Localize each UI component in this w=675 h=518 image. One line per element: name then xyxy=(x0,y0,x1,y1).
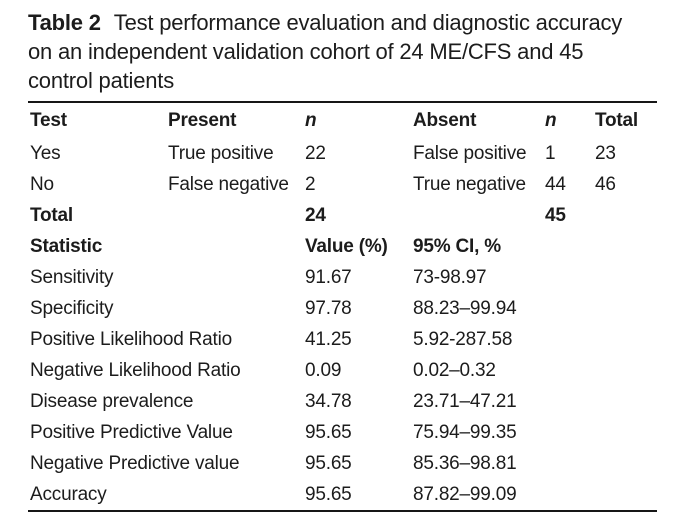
table-caption: Table 2 Test performance evaluation and d… xyxy=(28,8,659,95)
table-cell: 85.36–98.81 xyxy=(413,452,517,474)
table-cell xyxy=(595,231,657,262)
table-cell xyxy=(168,386,305,417)
table-cell: Disease prevalence xyxy=(30,390,194,412)
table-cell: 34.78 xyxy=(305,390,352,412)
table-cell xyxy=(545,479,595,510)
table-cell: Sensitivity xyxy=(30,266,114,288)
table-cell: False negative xyxy=(168,173,289,195)
table-cell: Accuracy xyxy=(30,483,107,505)
table-cell xyxy=(168,417,305,448)
table-body: Test Present n Absent n Total Yes True positive… xyxy=(28,101,657,512)
caption-text-1: Test performance evaluation and diagnost… xyxy=(113,10,623,35)
table-cell: 24 xyxy=(305,204,326,226)
table-cell: 2 xyxy=(305,173,316,195)
column-header: Present xyxy=(168,109,237,131)
table-cell xyxy=(168,479,305,510)
table-cell xyxy=(595,417,657,448)
table-cell xyxy=(168,448,305,479)
table-cell: 88.23–99.94 xyxy=(413,297,517,319)
table-cell: Negative Likelihood Ratio xyxy=(30,359,241,381)
table-cell: Total xyxy=(30,204,73,226)
table-cell xyxy=(168,200,305,231)
table-cell xyxy=(595,479,657,510)
table-cell xyxy=(168,324,305,355)
table-cell: Positive Likelihood Ratio xyxy=(30,328,233,350)
table-cell: 1 xyxy=(545,142,556,164)
table-cell xyxy=(595,200,657,231)
table-cell: 22 xyxy=(305,142,326,164)
table-cell xyxy=(545,417,595,448)
table-cell xyxy=(545,448,595,479)
table-cell xyxy=(168,355,305,386)
table-cell xyxy=(595,355,657,386)
table-cell: 0.02–0.32 xyxy=(413,359,496,381)
table-cell: 75.94–99.35 xyxy=(413,421,517,443)
table-cell xyxy=(545,293,595,324)
table-cell xyxy=(545,386,595,417)
table-cell xyxy=(595,293,657,324)
table-cell: 95% CI, % xyxy=(413,235,501,257)
caption-line-1: Table 2 Test performance evaluation and d… xyxy=(28,8,659,37)
caption-line-3: control patients xyxy=(28,68,174,93)
table-cell xyxy=(413,200,545,231)
table-cell xyxy=(168,293,305,324)
table-cell: 45 xyxy=(545,204,566,226)
table-cell: Specificity xyxy=(30,297,114,319)
table-cell: 73-98.97 xyxy=(413,266,487,288)
table-cell: 97.78 xyxy=(305,297,352,319)
table-grid: Test Present n Absent n Total Yes True positive… xyxy=(28,103,657,510)
column-header: n xyxy=(305,109,317,131)
table-cell: Statistic xyxy=(30,235,103,257)
table-number-label: Table 2 xyxy=(28,10,101,35)
column-header: n xyxy=(545,109,557,131)
table-cell xyxy=(595,448,657,479)
table-cell: 5.92-287.58 xyxy=(413,328,513,350)
table-cell: 87.82–99.09 xyxy=(413,483,517,505)
table-cell xyxy=(595,386,657,417)
table-cell: 91.67 xyxy=(305,266,352,288)
table-cell xyxy=(595,262,657,293)
table-cell: Positive Predictive Value xyxy=(30,421,233,443)
table-cell: Value (%) xyxy=(305,235,388,257)
table-cell: 44 xyxy=(545,173,566,195)
table-cell xyxy=(545,262,595,293)
table-cell xyxy=(545,355,595,386)
table-cell: Negative Predictive value xyxy=(30,452,240,474)
table-cell xyxy=(595,324,657,355)
table-cell: 46 xyxy=(595,173,616,195)
table-cell: 23 xyxy=(595,142,616,164)
table-cell: 41.25 xyxy=(305,328,352,350)
table-cell: 23.71–47.21 xyxy=(413,390,517,412)
column-header: Absent xyxy=(413,109,477,131)
column-header: Total xyxy=(595,109,638,131)
table-cell: True positive xyxy=(168,142,274,164)
table-cell: 95.65 xyxy=(305,452,352,474)
table-cell: 95.65 xyxy=(305,421,352,443)
table-cell xyxy=(168,262,305,293)
table-cell: Yes xyxy=(30,142,61,164)
column-header: Test xyxy=(30,109,67,131)
table-cell: False positive xyxy=(413,142,527,164)
table-cell xyxy=(545,324,595,355)
table-cell xyxy=(168,231,305,262)
table-cell xyxy=(545,231,595,262)
table-cell: True negative xyxy=(413,173,526,195)
table-cell: 95.65 xyxy=(305,483,352,505)
table-cell: 0.09 xyxy=(305,359,342,381)
caption-line-2: on an independent validation cohort of 2… xyxy=(28,39,584,64)
table-cell: No xyxy=(30,173,54,195)
